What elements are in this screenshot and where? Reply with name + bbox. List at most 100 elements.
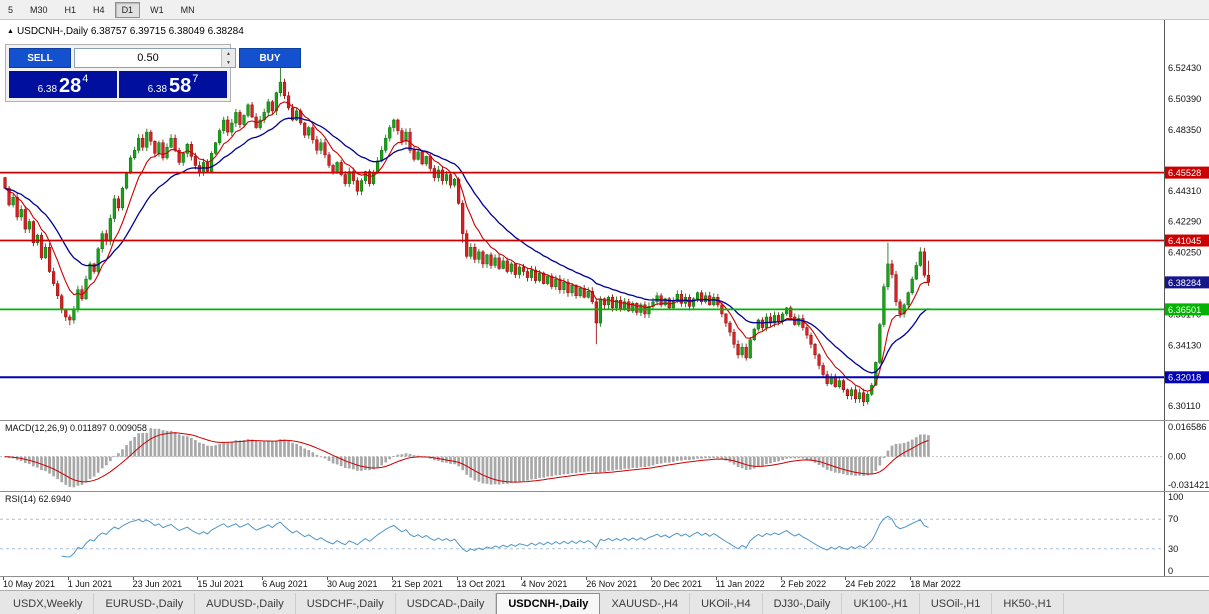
svg-text:6.40250: 6.40250 [1168,248,1201,258]
macd-histogram [3,428,930,488]
rsi-line [61,515,929,558]
ma-fast-line [4,101,929,392]
chart-tab-usdx[interactable]: USDX,Weekly [2,593,95,614]
time-axis-label: 26 Nov 2021 [586,579,638,589]
time-axis-tick [651,577,652,580]
timeframe-toolbar: 5 M30 H1 H4 D1 W1 MN [0,0,1209,20]
volume-increase-button[interactable]: ▲ [222,49,235,58]
svg-text:6.42290: 6.42290 [1168,217,1201,227]
svg-text:6.41045: 6.41045 [1168,236,1201,246]
price-badge-6.45528: 6.45528 [1165,166,1209,179]
time-axis-tick [456,577,458,580]
chart-tab-uk100[interactable]: UK100-,H1 [842,593,920,614]
chart-tab-usdcnh[interactable]: USDCNH-,Daily [496,593,601,614]
collapse-marker-icon: ▲ [7,28,14,35]
volume-input[interactable] [75,49,221,67]
macd-canvas[interactable]: 0.016586 0.00 -0.031421 [0,421,1209,491]
buy-price-sup: 7 [192,73,199,85]
svg-text:6.30110: 6.30110 [1168,401,1201,411]
time-axis-label: 20 Dec 2021 [651,579,703,589]
svg-text:6.45528: 6.45528 [1168,168,1201,178]
time-axis-label: 18 Mar 2022 [910,579,961,589]
rsi-indicator-pane[interactable]: 100 70 30 0 RSI(14) 62.6940 [0,492,1209,577]
volume-spinner-arrows: ▲ ▼ [221,49,235,67]
candlestick-series [3,68,931,407]
timeframe-button-h1[interactable]: H1 [57,1,84,18]
time-axis-label: 21 Sep 2021 [391,579,443,589]
buy-price-display[interactable]: 6.38 58 7 [119,71,227,98]
time-axis-label: 15 Jul 2021 [197,579,244,589]
ma-slow-line [4,117,929,374]
chart-tab-usoil[interactable]: USOil-,H1 [920,593,993,614]
timeframe-button-5[interactable]: 5 [1,1,21,18]
svg-text:6.50390: 6.50390 [1168,94,1201,104]
chart-tab-xauusd[interactable]: XAUUSD-,H4 [600,593,691,614]
svg-text:30: 30 [1168,544,1178,554]
time-axis-tick [197,577,199,580]
time-axis-tick [327,577,328,580]
chart-tab-eurusd[interactable]: EURUSD-,Daily [94,593,196,614]
time-axis-tick [67,577,69,580]
svg-text:6.38284: 6.38284 [1168,278,1201,288]
time-axis-label: 4 Nov 2021 [521,579,568,589]
time-axis-label: 11 Jan 2022 [715,579,765,589]
one-click-trading-panel: SELL ▲ ▼ BUY 6.38 28 4 6.38 58 7 [5,44,301,102]
time-axis-tick [262,577,264,580]
time-axis-tick [3,577,4,580]
chart-tab-audusd[interactable]: AUDUSD-,Daily [195,593,296,614]
macd-label: MACD(12,26,9) 0.011897 0.009058 [3,423,149,433]
time-axis-tick [132,577,134,580]
rsi-canvas[interactable]: 100 70 30 0 [0,492,1209,576]
sell-price-sup: 4 [82,73,89,85]
price-chart-canvas[interactable]: 6.52430 6.50390 6.48350 6.44310 6.42290 6.402… [0,20,1209,420]
buy-button[interactable]: BUY [239,48,301,68]
sell-button[interactable]: SELL [9,48,71,68]
svg-text:70: 70 [1168,514,1178,524]
svg-text:6.32018: 6.32018 [1168,373,1201,383]
macd-signal-line [4,432,929,483]
time-axis-tick [845,577,847,580]
time-axis-label: 6 Aug 2021 [262,579,308,589]
svg-text:100: 100 [1168,492,1183,502]
time-axis-label: 2 Feb 2022 [780,579,827,589]
svg-text:6.36501: 6.36501 [1168,305,1201,315]
time-axis-tick [715,577,717,580]
price-chart-pane[interactable]: 6.52430 6.50390 6.48350 6.44310 6.42290 6.402… [0,20,1209,421]
chart-tab-usdchf[interactable]: USDCHF-,Daily [296,593,396,614]
buy-price-big: 58 [169,75,192,97]
time-axis[interactable]: 10 May 2021 1 Jun 2021 23 Jun 2021 15 Jul 2… [0,577,1209,590]
time-axis-label: 13 Oct 2021 [456,579,506,589]
time-axis-tick [586,577,588,580]
chart-title-text: USDCNH-,Daily 6.38757 6.39715 6.38049 6.… [16,26,244,37]
macd-indicator-pane[interactable]: 0.016586 0.00 -0.031421 MACD(12,26,9) 0.01… [0,421,1209,492]
price-badge-6.36501: 6.36501 [1165,303,1209,316]
chart-tab-dj30[interactable]: DJ30-,Daily [763,593,843,614]
svg-text:0.016586: 0.016586 [1168,422,1206,432]
chart-tab-ukoil[interactable]: UKOil-,H4 [690,593,763,614]
timeframe-button-d1[interactable]: D1 [114,1,141,18]
price-badge-6.41045: 6.41045 [1165,234,1209,247]
buy-price-prefix: 6.38 [147,84,168,95]
timeframe-button-h4[interactable]: H4 [86,1,112,18]
volume-decrease-button[interactable]: ▼ [222,58,235,67]
svg-text:6.48350: 6.48350 [1168,125,1201,135]
current-price-badge: 6.38284 [1165,276,1209,289]
sell-price-display[interactable]: 6.38 28 4 [9,71,117,98]
time-axis-label: 30 Aug 2021 [327,579,378,589]
svg-text:6.34130: 6.34130 [1168,340,1201,350]
time-axis-tick [521,577,523,580]
time-axis-tick [391,577,393,580]
timeframe-button-m30[interactable]: M30 [23,1,55,18]
timeframe-button-mn[interactable]: MN [173,1,202,18]
chart-tab-bar: USDX,Weekly EURUSD-,Daily AUDUSD-,Daily USD… [0,590,1209,614]
rsi-axis[interactable]: 100 70 30 0 [1168,492,1183,576]
time-axis-label: 23 Jun 2021 [132,579,183,589]
macd-axis[interactable]: 0.016586 0.00 -0.031421 [1168,422,1209,490]
timeframe-button-w1[interactable]: W1 [143,1,171,18]
time-axis-label: 10 May 2021 [3,579,56,589]
sell-price-big: 28 [59,75,82,97]
chart-tab-hk50[interactable]: HK50-,H1 [992,593,1064,614]
chart-tab-usdcad[interactable]: USDCAD-,Daily [396,593,497,614]
sell-price-prefix: 6.38 [37,84,58,95]
time-axis-label: 1 Jun 2021 [67,579,113,589]
